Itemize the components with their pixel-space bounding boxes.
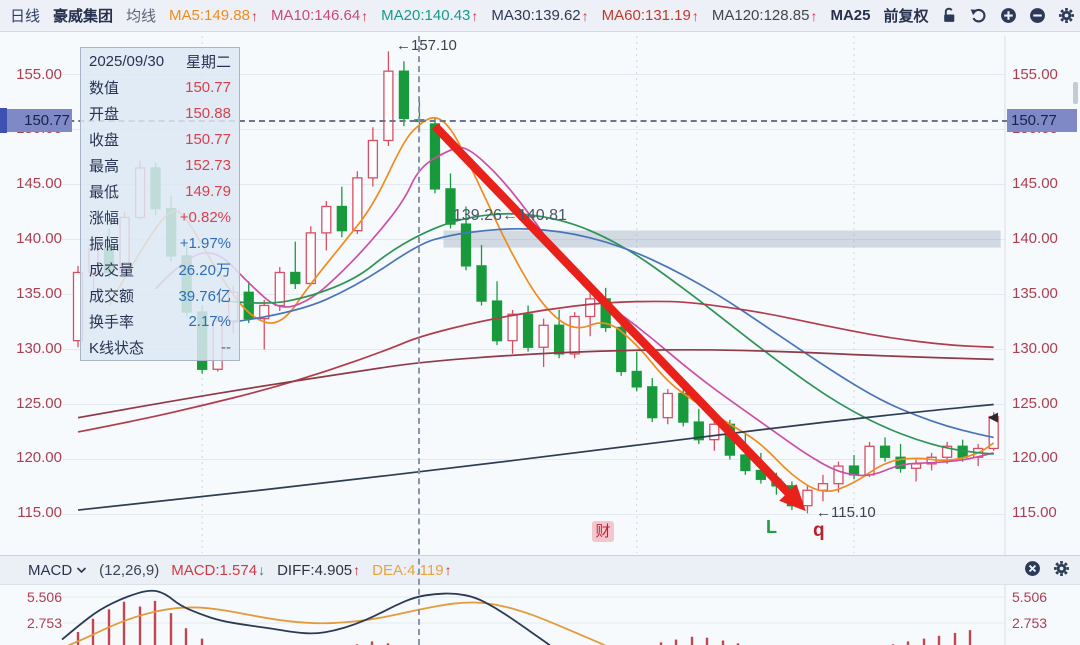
dea-readout: DEA:4.119 ↑: [372, 561, 452, 579]
y-axis-label: 120.00: [16, 449, 62, 466]
macd-axis-label: 2.753: [26, 615, 62, 631]
macd-indicator-selector[interactable]: MACD: [28, 562, 87, 579]
up-arrow-icon: ↑: [581, 7, 589, 24]
y-axis-label: 125.00: [16, 395, 62, 412]
unlock-icon[interactable]: [941, 7, 958, 24]
symbol-name[interactable]: 豪威集团: [53, 8, 114, 25]
price-badge-notch: [0, 108, 7, 133]
up-arrow-icon: ↑: [361, 7, 369, 24]
ma10-readout: MA10:146.64 ↑: [270, 7, 369, 24]
ma60-readout: MA60:131.19 ↑: [601, 7, 699, 24]
y-axis-label: 135.00: [16, 285, 62, 302]
tooltip-value: 150.77: [185, 130, 231, 148]
up-arrow-icon: ↑: [444, 562, 452, 578]
band-range-annotation: 139.26←140.81: [453, 207, 567, 224]
y-axis-label: 140.00: [1012, 230, 1058, 247]
cai-watermark-badge: 财: [592, 521, 614, 542]
crosshair-price-line: [8, 120, 1008, 122]
tooltip-value: +0.82%: [179, 208, 231, 226]
ma25-toggle[interactable]: MA25: [830, 7, 871, 24]
diff-readout: DIFF:4.905 ↑: [277, 561, 361, 579]
ma5-readout: MA5:149.88 ↑: [169, 7, 258, 24]
y-axis-label: 155.00: [16, 66, 62, 83]
toolbar: 日线 豪威集团 均线 MA5:149.88 ↑ MA10:146.64 ↑ MA…: [0, 0, 1080, 32]
y-axis-label: 120.00: [1012, 449, 1058, 466]
period-selector[interactable]: 日线: [10, 8, 41, 25]
y-axis-label: 130.00: [1012, 340, 1058, 357]
last-price-marker-icon: ◀: [988, 409, 998, 424]
settings-gear-icon[interactable]: [1058, 7, 1075, 24]
y-axis-label: 155.00: [1012, 66, 1058, 83]
tooltip-date: 2025/09/30: [89, 52, 165, 70]
label-l-annotation: L: [766, 517, 777, 537]
y-axis-label: 125.00: [1012, 395, 1058, 412]
panel-settings-gear-icon[interactable]: [1053, 560, 1070, 581]
up-arrow-icon: ↑: [810, 7, 818, 24]
ma-toggle[interactable]: 均线: [126, 8, 157, 25]
ma120-readout: MA120:128.85 ↑: [711, 7, 818, 24]
macd-panel-header: MACD (12,26,9) MACD:1.574 ↓ DIFF:4.905 ↑…: [0, 555, 1080, 585]
undo-icon[interactable]: [970, 7, 988, 24]
tooltip-value: 39.76亿: [178, 287, 231, 305]
macd-params: (12,26,9): [99, 561, 160, 579]
zoom-in-icon[interactable]: [1000, 7, 1017, 24]
trend-arrow: [431, 123, 806, 512]
y-axis-label: 140.00: [16, 230, 62, 247]
low-price-annotation: ←115.10: [816, 504, 876, 521]
label-q-annotation: q: [813, 520, 825, 541]
y-axis-label: 135.00: [1012, 285, 1058, 302]
down-arrow-icon: ↓: [258, 562, 266, 578]
tooltip-value: 152.73: [185, 156, 231, 174]
macd-axis-label: 5.506: [26, 589, 62, 605]
current-price-badge-left: 150.77: [7, 109, 72, 132]
up-arrow-icon: ↑: [250, 7, 258, 24]
right-scrollbar-thumb[interactable]: [1073, 82, 1078, 104]
y-axis-label: 145.00: [1012, 175, 1058, 192]
tooltip-value: --: [221, 338, 231, 356]
tooltip-value: 149.79: [185, 182, 231, 200]
close-panel-icon[interactable]: [1024, 560, 1041, 581]
zoom-out-icon[interactable]: [1029, 7, 1046, 24]
up-arrow-icon: ↑: [691, 7, 699, 24]
macd-axis-label: 2.753: [1012, 615, 1048, 631]
macd-readout: MACD:1.574 ↓: [171, 561, 266, 579]
y-axis-label: 130.00: [16, 340, 62, 357]
tooltip-value: 26.20万: [178, 261, 231, 279]
ohlc-tooltip-panel: 2025/09/30 星期二 数值 150.77 开盘 150.88 收盘 150.77…: [80, 47, 240, 361]
macd-panel-plot: [61, 589, 972, 645]
crosshair-time-line: [418, 36, 420, 645]
ma30-readout: MA30:139.62 ↑: [491, 7, 589, 24]
macd-axis-label: 5.506: [1012, 589, 1048, 605]
y-axis-label: 115.00: [17, 504, 62, 521]
up-arrow-icon: ↑: [353, 562, 361, 578]
tooltip-value: +1.97%: [179, 234, 231, 252]
peak-price-annotation: ←157.10: [396, 37, 457, 54]
tooltip-value: 2.17%: [188, 312, 231, 330]
ma20-readout: MA20:140.43 ↑: [381, 7, 479, 24]
adjust-mode-toggle[interactable]: 前复权: [883, 8, 929, 25]
tooltip-weekday: 星期二: [185, 53, 231, 71]
tooltip-value: 150.88: [185, 104, 231, 122]
y-axis-label: 115.00: [1012, 504, 1057, 521]
up-arrow-icon: ↑: [471, 7, 479, 24]
highlight-band: [443, 230, 1001, 248]
tooltip-value: 150.77: [185, 78, 231, 96]
current-price-badge-right: 150.77: [1007, 109, 1077, 132]
chevron-down-icon: [77, 567, 87, 574]
y-axis-label: 145.00: [16, 175, 62, 192]
